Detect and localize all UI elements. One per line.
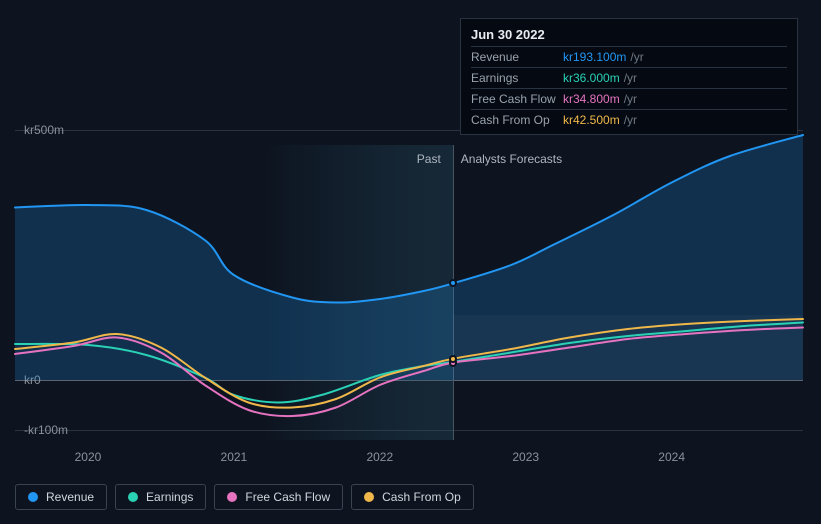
tooltip: Jun 30 2022 Revenuekr193.100m/yrEarnings… (460, 18, 798, 135)
legend-dot-icon (128, 492, 138, 502)
plot-area[interactable] (15, 130, 803, 390)
x-axis-label: 2024 (658, 450, 685, 464)
x-axis-label: 2023 (512, 450, 539, 464)
gridline (15, 430, 803, 431)
legend-item-revenue[interactable]: Revenue (15, 484, 107, 510)
x-axis-label: 2022 (366, 450, 393, 464)
tooltip-row-value: kr42.500m (563, 112, 620, 128)
tooltip-row-value: kr34.800m (563, 91, 620, 107)
legend-item-label: Earnings (146, 490, 193, 504)
tooltip-row-suffix: /yr (624, 112, 637, 128)
tooltip-row: Cash From Opkr42.500m/yr (471, 109, 787, 130)
tooltip-row-suffix: /yr (624, 70, 637, 86)
x-axis: 2020 2021 2022 2023 2024 (15, 450, 803, 468)
tooltip-row-value: kr193.100m (563, 49, 626, 65)
tooltip-row-label: Free Cash Flow (471, 91, 563, 107)
tooltip-row-suffix: /yr (630, 49, 643, 65)
x-axis-label: 2021 (221, 450, 248, 464)
tooltip-row-label: Revenue (471, 49, 563, 65)
marker-cfo (449, 355, 457, 363)
tooltip-row: Revenuekr193.100m/yr (471, 46, 787, 67)
legend-item-label: Revenue (46, 490, 94, 504)
legend-dot-icon (364, 492, 374, 502)
legend-item-cfo[interactable]: Cash From Op (351, 484, 474, 510)
legend: Revenue Earnings Free Cash Flow Cash From O… (15, 484, 474, 510)
tooltip-row: Free Cash Flowkr34.800m/yr (471, 88, 787, 109)
legend-dot-icon (227, 492, 237, 502)
tooltip-title: Jun 30 2022 (471, 25, 787, 46)
tooltip-row: Earningskr36.000m/yr (471, 67, 787, 88)
marker-revenue (449, 279, 457, 287)
tooltip-row-value: kr36.000m (563, 70, 620, 86)
tooltip-row-label: Cash From Op (471, 112, 563, 128)
legend-dot-icon (28, 492, 38, 502)
tooltip-row-suffix: /yr (624, 91, 637, 107)
x-axis-label: 2020 (75, 450, 102, 464)
y-axis-label: -kr100m (24, 423, 68, 437)
legend-item-fcf[interactable]: Free Cash Flow (214, 484, 343, 510)
legend-item-earnings[interactable]: Earnings (115, 484, 206, 510)
legend-item-label: Cash From Op (382, 490, 461, 504)
financial-forecast-chart: kr500mkr0-kr100m Past Analysts Forecasts… (0, 0, 821, 524)
legend-item-label: Free Cash Flow (245, 490, 330, 504)
tooltip-row-label: Earnings (471, 70, 563, 86)
